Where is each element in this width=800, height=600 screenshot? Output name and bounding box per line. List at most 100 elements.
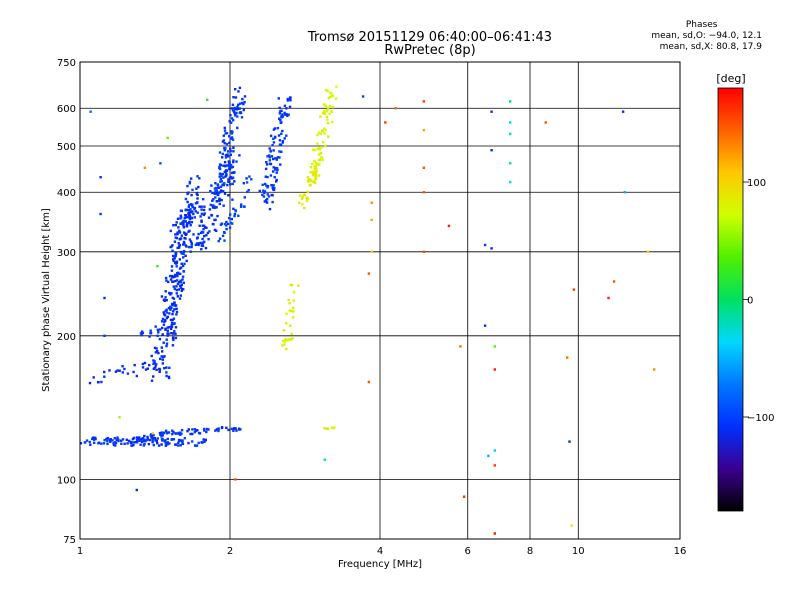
data-point [227,194,230,197]
data-point [172,258,175,261]
data-point [121,371,124,374]
data-point [272,149,275,152]
data-point [174,432,177,435]
data-point [237,103,240,106]
data-point [163,439,166,443]
data-point [164,309,167,313]
data-point [229,183,232,186]
data-point [286,339,289,342]
data-point [218,167,222,171]
data-point [236,126,239,130]
data-point [221,156,224,159]
data-point [621,110,625,113]
data-point [158,337,162,341]
data-point [231,103,235,106]
data-point [160,443,163,446]
data-point [232,207,235,210]
data-point [237,214,240,217]
data-point [170,332,173,335]
y-tick-label: 750 [57,58,76,69]
data-point [493,345,496,348]
data-point [182,256,185,259]
data-point [298,201,301,204]
data-point [176,233,179,236]
data-point [174,223,177,227]
data-point [156,437,159,440]
data-point [312,170,316,173]
data-point [314,171,317,175]
data-point [189,224,192,227]
data-point [150,354,153,358]
data-point [232,146,235,149]
data-point [232,160,235,164]
data-point [177,226,180,229]
data-point [141,331,145,335]
data-point [166,334,169,337]
data-point [201,242,204,245]
data-point [211,206,215,209]
data-point [262,195,266,198]
x-tick-label: 6 [465,546,471,557]
data-point [130,441,133,445]
data-point [269,162,273,166]
data-point [303,206,306,210]
data-point [163,355,166,358]
data-point [242,182,245,185]
data-point [213,205,216,208]
stats-title: Phases [685,20,718,30]
data-point [140,333,143,337]
data-point [270,193,273,197]
data-point [230,166,233,169]
data-point [246,190,249,194]
data-point [218,202,221,206]
data-point [231,222,234,225]
data-point [290,338,293,341]
data-point [200,212,204,215]
data-point [173,287,176,291]
data-point [153,437,156,440]
data-point [225,426,228,429]
data-point [272,128,276,131]
data-point [287,298,290,302]
data-point [230,427,234,431]
data-point [112,442,115,445]
colorbar-tick-label: 100 [747,178,766,189]
data-point [281,115,285,118]
data-point [181,287,184,291]
data-point [188,180,192,184]
data-point [174,304,178,307]
data-point [169,318,173,322]
data-point [175,236,178,240]
data-point [180,429,184,432]
data-point [280,109,283,112]
data-point [94,436,97,439]
data-point [173,308,176,311]
data-point [623,191,626,194]
data-point [243,95,247,98]
data-point [326,122,330,125]
data-point [217,186,220,189]
data-point [331,105,334,109]
data-point [226,183,229,187]
data-point [328,112,331,115]
data-point [146,435,149,439]
data-point [163,367,166,370]
data-point [194,210,197,213]
data-point [162,323,166,326]
data-point [248,175,251,178]
data-point [209,190,212,193]
data-point [313,164,316,168]
data-point [223,126,226,130]
data-points [79,85,656,535]
data-point [173,257,176,260]
data-point [285,347,288,351]
data-point [143,434,146,438]
data-point [180,216,183,219]
data-point [330,94,334,98]
data-point [106,442,109,446]
data-point [205,226,208,229]
data-point [171,344,175,347]
data-point [310,179,313,182]
data-point [178,432,181,435]
data-point [176,272,179,275]
